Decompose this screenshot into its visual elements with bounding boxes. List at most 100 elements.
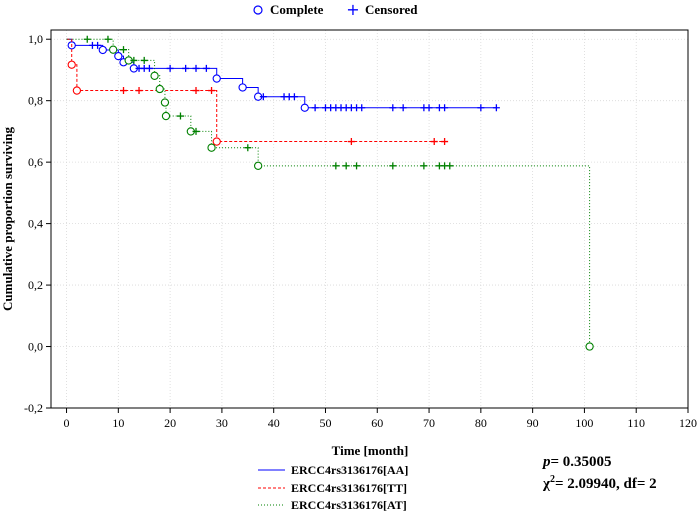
y-tick-label: 0,0 <box>28 340 43 354</box>
censored-marker <box>441 138 449 146</box>
censored-marker <box>140 56 148 64</box>
censored-marker <box>425 104 433 112</box>
censored-marker <box>120 87 128 95</box>
complete-marker <box>161 111 171 121</box>
x-tick-label: 80 <box>475 416 487 430</box>
complete-marker <box>98 45 107 55</box>
censored-marker <box>358 104 366 112</box>
complete-marker <box>108 45 118 54</box>
censored-marker <box>145 64 153 72</box>
complete-marker <box>67 60 76 69</box>
censored-marker <box>342 162 350 170</box>
censored-marker <box>176 112 184 120</box>
censored-marker <box>130 56 138 64</box>
complete-marker <box>212 137 221 146</box>
top-legend: Complete + Censored <box>253 0 418 19</box>
complete-marker <box>254 161 263 170</box>
y-tick-label: 0,8 <box>28 94 43 108</box>
series-0 <box>66 38 500 112</box>
complete-marker <box>114 51 123 61</box>
censored-legend-label: Censored <box>365 2 418 17</box>
complete-marker <box>207 143 216 152</box>
censored-marker-icon: + <box>346 0 359 19</box>
x-tick-label: 120 <box>679 416 697 430</box>
x-tick-label: 100 <box>575 416 593 430</box>
x-tick-label: 10 <box>112 416 124 430</box>
series-2 <box>66 35 594 351</box>
censored-marker <box>441 104 449 112</box>
y-tick-label: -0,2 <box>24 401 43 415</box>
censored-marker <box>347 138 355 146</box>
x-tick-label: 70 <box>423 416 435 430</box>
censored-marker <box>259 93 267 101</box>
censored-marker <box>192 87 200 95</box>
censored-marker <box>94 41 102 49</box>
censored-marker <box>389 104 397 112</box>
stats-annotation: p= 0.35005 χ2= 2.09940, df= 2 <box>541 454 657 492</box>
censored-marker <box>446 162 454 170</box>
x-axis-ticks: 0 10 20 30 40 50 60 70 80 90 100 110 120 <box>64 408 697 430</box>
legend-tt-label: ERCC4rs3136176[TT] <box>291 481 407 495</box>
x-tick-label: 110 <box>627 416 645 430</box>
censored-marker <box>120 46 128 54</box>
y-axis-ticks: -0,2 0,0 0,2 0,4 0,6 0,8 1,0 <box>24 32 51 415</box>
x-tick-label: 40 <box>268 416 280 430</box>
legend-at-label: ERCC4rs3136176[AT] <box>291 498 407 512</box>
censored-marker <box>332 162 340 170</box>
y-axis-label: Cumulative proportion surviving <box>0 127 15 311</box>
complete-marker <box>238 83 247 92</box>
censored-marker <box>166 64 174 72</box>
x-tick-label: 90 <box>527 416 539 430</box>
chi-superscript: 2 <box>550 474 555 485</box>
y-tick-label: 0,2 <box>28 278 43 292</box>
x-tick-label: 0 <box>64 416 70 430</box>
censored-marker <box>192 64 200 72</box>
y-tick-label: 1,0 <box>28 32 43 46</box>
x-tick-label: 50 <box>319 416 331 430</box>
x-tick-label: 20 <box>164 416 176 430</box>
x-tick-label: 60 <box>371 416 383 430</box>
chi-symbol: χ <box>542 476 551 492</box>
complete-marker <box>150 71 159 80</box>
complete-marker <box>160 98 170 107</box>
censored-marker <box>389 162 397 170</box>
censored-marker <box>430 138 438 146</box>
censored-marker <box>135 87 143 95</box>
x-axis-label: Time [month] <box>332 443 409 458</box>
plot-area <box>51 30 688 408</box>
censored-marker <box>492 104 500 112</box>
complete-marker <box>212 74 221 83</box>
censored-marker <box>208 87 216 95</box>
complete-marker <box>155 84 164 94</box>
complete-legend-label: Complete <box>270 2 324 17</box>
censored-marker <box>244 144 252 152</box>
censored-marker <box>477 104 485 112</box>
p-value-text: p= 0.35005 <box>541 454 612 470</box>
series-legend: ERCC4rs3136176[AA] ERCC4rs3136176[TT] ER… <box>258 463 408 512</box>
censored-marker <box>104 35 112 43</box>
censored-marker <box>420 162 428 170</box>
censored-marker <box>202 64 210 72</box>
complete-marker <box>585 342 594 351</box>
complete-marker <box>300 103 309 112</box>
p-symbol: p <box>541 454 551 470</box>
y-tick-label: 0,6 <box>28 155 43 169</box>
series-1 <box>66 38 449 146</box>
chi-square-text: χ2= 2.09940, df= 2 <box>542 474 657 492</box>
complete-marker <box>72 86 82 95</box>
x-tick-label: 30 <box>216 416 228 430</box>
censored-marker <box>182 64 190 72</box>
censored-marker <box>353 162 361 170</box>
censored-marker <box>290 93 298 101</box>
chi-value: = 2.09940, df= 2 <box>555 476 657 492</box>
plot-frame <box>50 29 689 409</box>
censored-marker <box>83 35 91 43</box>
y-tick-label: 0,4 <box>28 217 43 231</box>
legend-aa-label: ERCC4rs3136176[AA] <box>291 463 408 477</box>
censored-marker <box>399 104 407 112</box>
p-value: = 0.35005 <box>551 454 612 470</box>
censored-marker <box>311 104 319 112</box>
censored-marker <box>192 127 200 135</box>
series-layer <box>66 35 594 351</box>
